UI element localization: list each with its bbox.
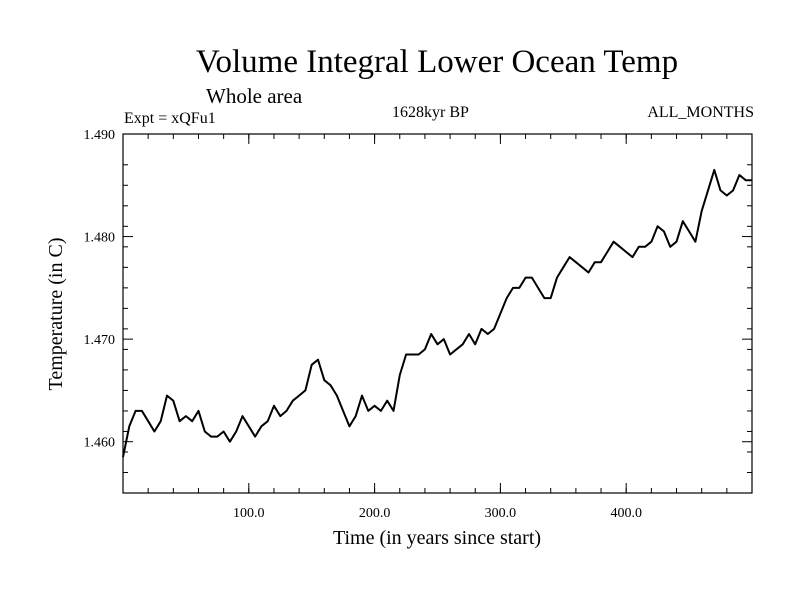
y-tick-label: 1.480 <box>84 231 116 246</box>
chart-title: Volume Integral Lower Ocean Temp <box>195 44 679 80</box>
period-label: 1628kyr BP <box>392 104 469 121</box>
y-tick-label: 1.490 <box>84 128 116 143</box>
chart-subtitle: Whole area <box>206 84 303 108</box>
axis-ticks <box>123 133 752 493</box>
x-axis-label: Time (in years since start) <box>333 527 541 549</box>
x-tick-label: 300.0 <box>485 506 517 521</box>
experiment-label: Expt = xQFu1 <box>124 110 216 127</box>
y-axis-label: Temperature (in C) <box>45 238 67 391</box>
x-tick-label: 400.0 <box>610 506 642 521</box>
plot-frame <box>122 133 753 494</box>
y-tick-label: 1.460 <box>84 436 116 451</box>
x-tick-label: 100.0 <box>233 506 265 521</box>
x-tick-label: 200.0 <box>359 506 391 521</box>
y-tick-label: 1.470 <box>84 333 116 348</box>
series-line <box>122 168 752 458</box>
axis-tick-labels: 100.0 200.0 300.0 400.0 1.460 1.470 1.480 1.490 <box>84 128 642 521</box>
months-label: ALL_MONTHS <box>647 104 754 121</box>
